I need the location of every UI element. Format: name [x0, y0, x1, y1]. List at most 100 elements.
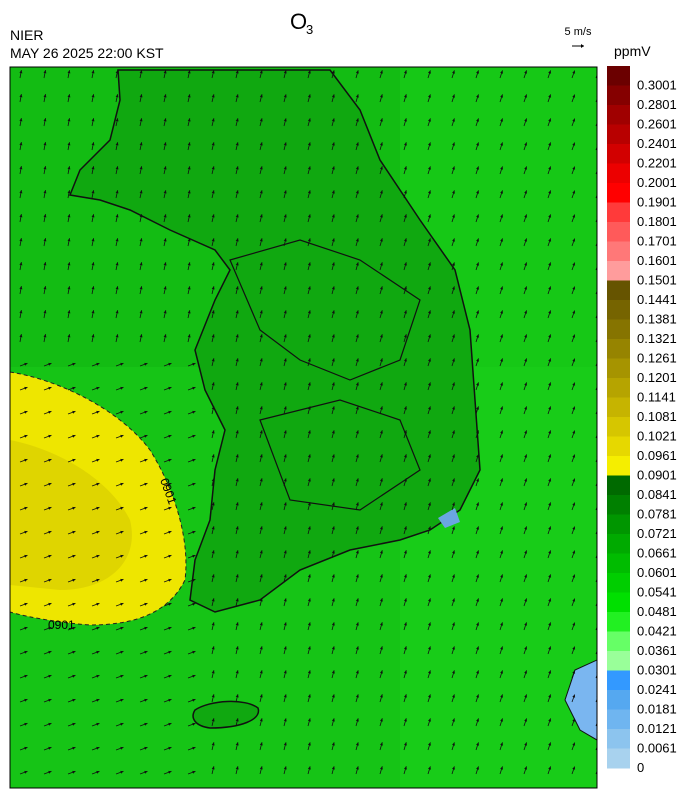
legend-swatch [607, 300, 630, 320]
wind-arrowhead [428, 358, 431, 362]
wind-arrowhead [211, 310, 215, 314]
wind-arrowhead [235, 670, 239, 674]
wind-arrowhead [168, 650, 172, 654]
wind-arrowhead [355, 406, 359, 410]
wind-arrowhead [428, 430, 431, 434]
wind-arrowhead [500, 502, 503, 506]
wind-arrowhead [96, 362, 100, 366]
wind-arrowhead [572, 526, 576, 530]
wind-arrowhead [476, 190, 479, 194]
wind-arrowhead [144, 770, 148, 774]
wind-arrowhead [404, 142, 407, 146]
wind-arrowhead [572, 598, 576, 602]
wind-arrowhead [259, 430, 263, 434]
wind-arrowhead [211, 598, 215, 602]
wind-arrowhead [524, 142, 527, 146]
wind-arrow [595, 362, 597, 367]
legend-swatch [607, 358, 630, 379]
wind-arrowhead [283, 646, 287, 650]
wind-arrowhead [139, 310, 143, 314]
wind-arrowhead [24, 506, 28, 510]
wind-arrowhead [307, 310, 311, 314]
wind-arrowhead [548, 190, 552, 194]
wind-arrowhead [96, 698, 100, 702]
wind-arrowhead [524, 526, 527, 530]
wind-arrowhead [192, 650, 196, 654]
wind-arrowhead [72, 434, 76, 438]
wind-arrowhead [115, 238, 119, 242]
wind-arrowhead [548, 334, 552, 338]
wind-arrowhead [235, 646, 239, 650]
wind-arrowhead [144, 578, 148, 582]
wind-arrowhead [355, 526, 359, 530]
wind-arrowhead [380, 718, 383, 722]
wind-arrowhead [192, 674, 196, 678]
wind-arrowhead [187, 166, 191, 170]
legend-label: 0.0121 [637, 721, 677, 736]
legend-label: 0.1601 [637, 253, 677, 268]
wind-arrowhead [428, 574, 431, 578]
wind-arrowhead [476, 286, 479, 290]
wind-arrowhead [548, 382, 552, 386]
wind-arrowhead [355, 238, 359, 242]
wind-arrowhead [235, 694, 239, 698]
wind-arrowhead [548, 502, 552, 506]
wind-arrowhead [115, 166, 119, 170]
wind-arrowhead [355, 118, 359, 122]
wind-arrowhead [452, 478, 455, 482]
wind-arrowhead [380, 742, 383, 746]
wind-arrowhead [307, 94, 311, 98]
wind-arrowhead [211, 526, 215, 530]
wind-arrowhead [168, 410, 172, 414]
wind-arrowhead [524, 766, 527, 770]
wind-arrowhead [355, 94, 359, 98]
wind-arrowhead [572, 238, 576, 242]
wind-arrowhead [211, 94, 215, 98]
contour-label: 0901 [48, 618, 75, 632]
wind-arrowhead [476, 598, 479, 602]
wind-arrowhead [259, 310, 263, 314]
wind-arrowhead [307, 166, 311, 170]
wind-arrowhead [380, 358, 383, 362]
wind-arrowhead [404, 118, 407, 122]
wind-arrowhead [259, 358, 263, 362]
wind-arrowhead [524, 166, 527, 170]
wind-arrowhead [380, 94, 383, 98]
wind-arrowhead [72, 530, 76, 534]
wind-arrowhead [404, 694, 407, 698]
wind-arrowhead [476, 214, 479, 218]
wind-arrowhead [283, 382, 287, 386]
wind-arrowhead [235, 382, 239, 386]
legend-swatch [607, 241, 630, 262]
wind-arrowhead [163, 334, 167, 338]
wind-arrowhead [452, 70, 455, 74]
wind-arrowhead [572, 214, 576, 218]
wind-arrowhead [168, 458, 172, 462]
wind-arrowhead [139, 262, 143, 266]
wind-arrowhead [48, 674, 52, 678]
wind-arrowhead [48, 770, 52, 774]
wind-arrowhead [331, 526, 335, 530]
japan-coast [564, 659, 597, 741]
wind-arrowhead [331, 94, 335, 98]
wind-arrowhead [331, 286, 335, 290]
wind-arrowhead [235, 358, 239, 362]
legend-swatch [607, 514, 630, 535]
wind-arrowhead [192, 482, 196, 486]
wind-arrowhead [48, 746, 52, 750]
wind-arrowhead [139, 214, 143, 218]
wind-arrowhead [572, 262, 576, 266]
wind-arrowhead [428, 238, 431, 242]
wind-arrowhead [331, 142, 335, 146]
wind-arrowhead [48, 530, 52, 534]
legend-swatch [607, 592, 630, 613]
wind-arrowhead [355, 478, 359, 482]
wind-arrowhead [283, 454, 287, 458]
wind-arrowhead [500, 694, 503, 698]
wind-arrowhead [524, 550, 527, 554]
wind-arrowhead [428, 526, 431, 530]
wind-arrowhead [115, 94, 119, 98]
wind-arrowhead [235, 430, 239, 434]
wind-arrowhead [524, 406, 527, 410]
wind-arrowhead [428, 190, 431, 194]
